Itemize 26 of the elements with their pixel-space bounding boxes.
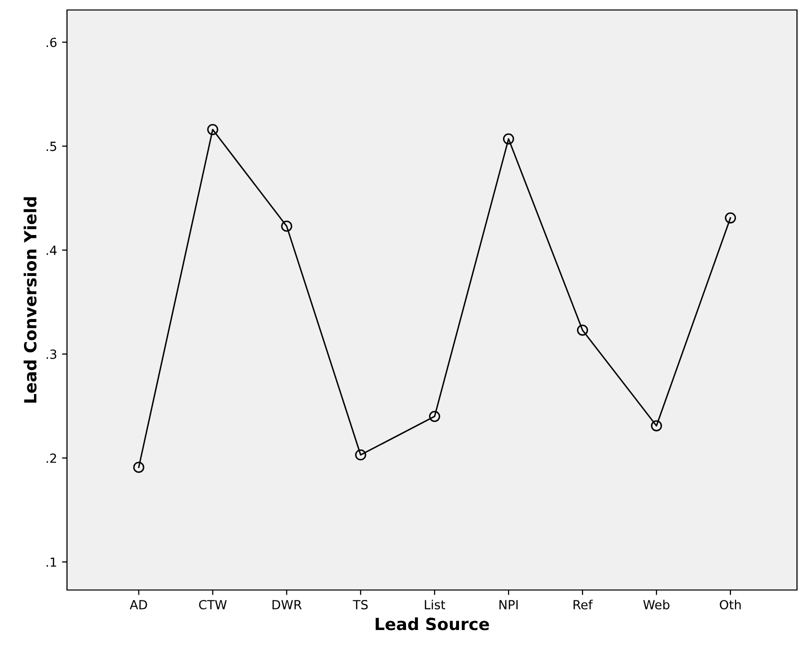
point: [429, 410, 440, 422]
x-tick-label: Oth: [720, 600, 741, 610]
point: [207, 124, 218, 136]
x-tick-label: Web: [643, 600, 670, 610]
y-tick-label: .3: [46, 350, 56, 359]
y-tick-label: .6: [46, 38, 56, 48]
x-tick-label: CTW: [199, 600, 227, 610]
y-tick-label: .2: [46, 453, 56, 463]
point: [502, 133, 514, 144]
y-tick-label: .1: [46, 558, 56, 567]
x-tick-label: TS: [352, 600, 368, 610]
point: [281, 220, 292, 232]
y-axis-title: Lead Conversion Yield: [24, 197, 37, 403]
point: [724, 212, 736, 224]
x-axis-title: Lead Source: [376, 617, 490, 630]
x-tick-label: Ref: [574, 600, 593, 610]
x-tick-label: NPI: [499, 600, 518, 610]
x-tick-label: DWR: [272, 600, 302, 610]
y-tick-label: .4: [46, 246, 57, 255]
x-tick-label: List: [424, 600, 446, 610]
point: [355, 449, 366, 460]
point: [133, 462, 144, 473]
x-tick-label: AD: [130, 600, 148, 610]
y-tick-label: .5: [46, 142, 56, 152]
point: [650, 420, 662, 432]
point: [576, 324, 588, 336]
